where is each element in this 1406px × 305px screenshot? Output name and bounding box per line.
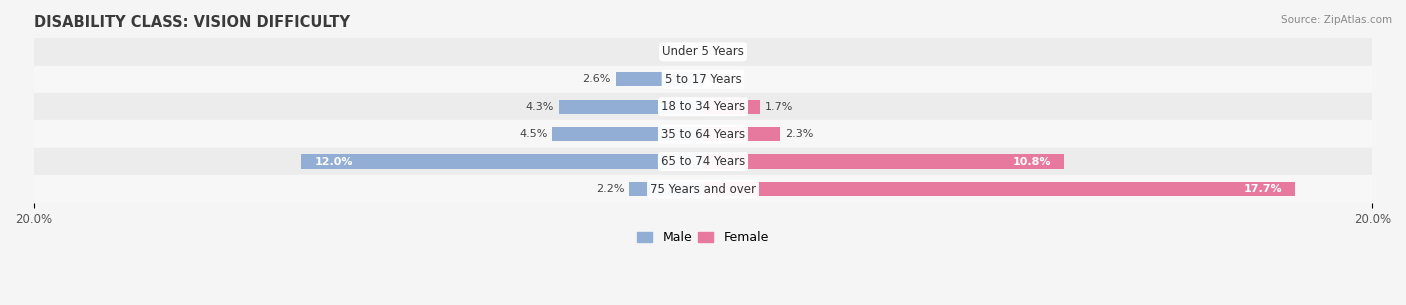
Text: 5 to 17 Years: 5 to 17 Years (665, 73, 741, 86)
Bar (34, 120, 1372, 148)
Text: 0.0%: 0.0% (709, 47, 737, 57)
Legend: Male, Female: Male, Female (633, 226, 773, 249)
Bar (34, 93, 1372, 120)
Text: 17.7%: 17.7% (1243, 184, 1282, 194)
Text: 35 to 64 Years: 35 to 64 Years (661, 128, 745, 141)
Text: 18 to 34 Years: 18 to 34 Years (661, 100, 745, 113)
Text: 2.6%: 2.6% (582, 74, 612, 84)
Bar (703, 182, 1295, 196)
Bar (703, 100, 759, 114)
Text: 75 Years and over: 75 Years and over (650, 183, 756, 196)
Text: Under 5 Years: Under 5 Years (662, 45, 744, 58)
Bar (34, 148, 1372, 175)
Bar (301, 155, 703, 169)
Bar (616, 72, 703, 86)
Text: 10.8%: 10.8% (1012, 157, 1052, 167)
Bar (34, 66, 1372, 93)
Text: 0.0%: 0.0% (709, 74, 737, 84)
Text: 2.2%: 2.2% (596, 184, 624, 194)
Text: DISABILITY CLASS: VISION DIFFICULTY: DISABILITY CLASS: VISION DIFFICULTY (34, 15, 350, 30)
Bar (553, 127, 703, 141)
Text: 4.5%: 4.5% (519, 129, 547, 139)
Bar (703, 155, 1064, 169)
Text: 65 to 74 Years: 65 to 74 Years (661, 155, 745, 168)
Bar (703, 127, 780, 141)
Text: 2.3%: 2.3% (785, 129, 814, 139)
Text: 12.0%: 12.0% (315, 157, 353, 167)
Bar (34, 38, 1372, 66)
Text: 0.0%: 0.0% (669, 47, 697, 57)
Text: 4.3%: 4.3% (526, 102, 554, 112)
Bar (34, 175, 1372, 203)
Bar (560, 100, 703, 114)
Bar (630, 182, 703, 196)
Text: 1.7%: 1.7% (765, 102, 793, 112)
Text: Source: ZipAtlas.com: Source: ZipAtlas.com (1281, 15, 1392, 25)
